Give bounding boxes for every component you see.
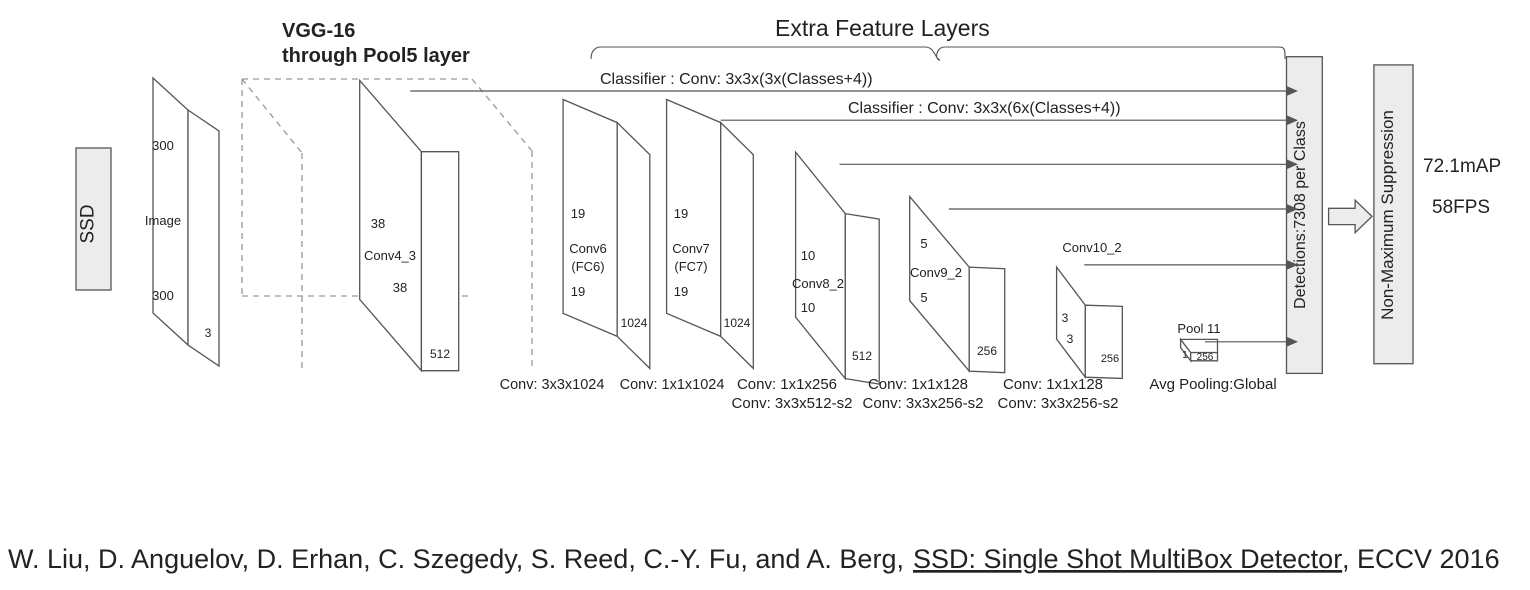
svg-text:Conv: 3x3x256-s2: Conv: 3x3x256-s2 xyxy=(863,395,984,412)
svg-text:SSD: Single Shot MultiBox Dete: SSD: Single Shot MultiBox Detector xyxy=(913,544,1342,574)
svg-text:Extra Feature Layers: Extra Feature Layers xyxy=(775,15,990,41)
svg-text:512: 512 xyxy=(430,347,450,361)
svg-text:Classifier : Conv: 3x3x(3x(Cla: Classifier : Conv: 3x3x(3x(Classes+4)) xyxy=(600,71,873,88)
svg-text:W. Liu, D. Anguelov, D. Erhan,: W. Liu, D. Anguelov, D. Erhan, C. Szeged… xyxy=(8,544,904,574)
svg-text:3: 3 xyxy=(1067,332,1074,346)
svg-text:Conv: 1x1x128: Conv: 1x1x128 xyxy=(1003,376,1103,393)
svg-text:Detections:7308 per Class: Detections:7308 per Class xyxy=(1292,121,1309,309)
svg-text:(FC6): (FC6) xyxy=(571,259,604,274)
svg-text:256: 256 xyxy=(1101,353,1119,365)
svg-text:Conv6: Conv6 xyxy=(569,241,607,256)
svg-text:38: 38 xyxy=(393,280,407,295)
svg-text:Conv: 1x1x1024: Conv: 1x1x1024 xyxy=(620,377,725,393)
svg-text:Conv: 3x3x1024: Conv: 3x3x1024 xyxy=(500,377,605,393)
svg-text:Conv4_3: Conv4_3 xyxy=(364,248,416,263)
svg-text:Conv9_2: Conv9_2 xyxy=(910,265,962,280)
svg-text:Avg Pooling:Global: Avg Pooling:Global xyxy=(1149,376,1276,393)
svg-text:Conv: 3x3x512-s2: Conv: 3x3x512-s2 xyxy=(732,395,853,412)
svg-text:1024: 1024 xyxy=(621,316,648,330)
svg-text:Conv: 1x1x128: Conv: 1x1x128 xyxy=(868,376,968,393)
svg-text:Classifier : Conv: 3x3x(6x(Cla: Classifier : Conv: 3x3x(6x(Classes+4)) xyxy=(848,100,1121,117)
svg-text:Conv7: Conv7 xyxy=(672,241,710,256)
svg-text:19: 19 xyxy=(674,284,688,299)
svg-text:Conv10_2: Conv10_2 xyxy=(1062,240,1121,255)
svg-text:Conv: 3x3x256-s2: Conv: 3x3x256-s2 xyxy=(998,395,1119,412)
svg-text:VGG-16: VGG-16 xyxy=(282,20,355,42)
svg-text:1024: 1024 xyxy=(724,316,751,330)
svg-text:38: 38 xyxy=(371,216,385,231)
svg-text:512: 512 xyxy=(852,349,872,363)
svg-text:19: 19 xyxy=(571,206,585,221)
svg-text:Conv8_2: Conv8_2 xyxy=(792,276,844,291)
svg-text:1: 1 xyxy=(1182,350,1188,361)
svg-text:through Pool5 layer: through Pool5 layer xyxy=(282,45,470,67)
svg-text:58FPS: 58FPS xyxy=(1432,197,1490,218)
svg-text:5: 5 xyxy=(920,236,927,251)
svg-text:Image: Image xyxy=(145,213,181,228)
svg-text:72.1mAP: 72.1mAP xyxy=(1423,156,1501,177)
svg-text:10: 10 xyxy=(801,248,815,263)
svg-text:300: 300 xyxy=(152,138,174,153)
svg-text:(FC7): (FC7) xyxy=(674,259,707,274)
svg-text:3: 3 xyxy=(205,326,212,340)
svg-text:Non-Maximum Suppression: Non-Maximum Suppression xyxy=(1378,110,1397,320)
svg-text:300: 300 xyxy=(152,288,174,303)
svg-text:256: 256 xyxy=(977,344,997,358)
svg-text:Conv: 1x1x256: Conv: 1x1x256 xyxy=(737,376,837,393)
svg-text:256: 256 xyxy=(1197,352,1214,363)
svg-text:19: 19 xyxy=(571,284,585,299)
svg-text:Pool 11: Pool 11 xyxy=(1177,321,1220,336)
svg-text:3: 3 xyxy=(1062,311,1069,325)
svg-text:SSD: SSD xyxy=(78,204,99,243)
svg-text:19: 19 xyxy=(674,206,688,221)
svg-text:, ECCV 2016: , ECCV 2016 xyxy=(1342,544,1500,574)
svg-text:5: 5 xyxy=(920,290,927,305)
svg-text:10: 10 xyxy=(801,300,815,315)
